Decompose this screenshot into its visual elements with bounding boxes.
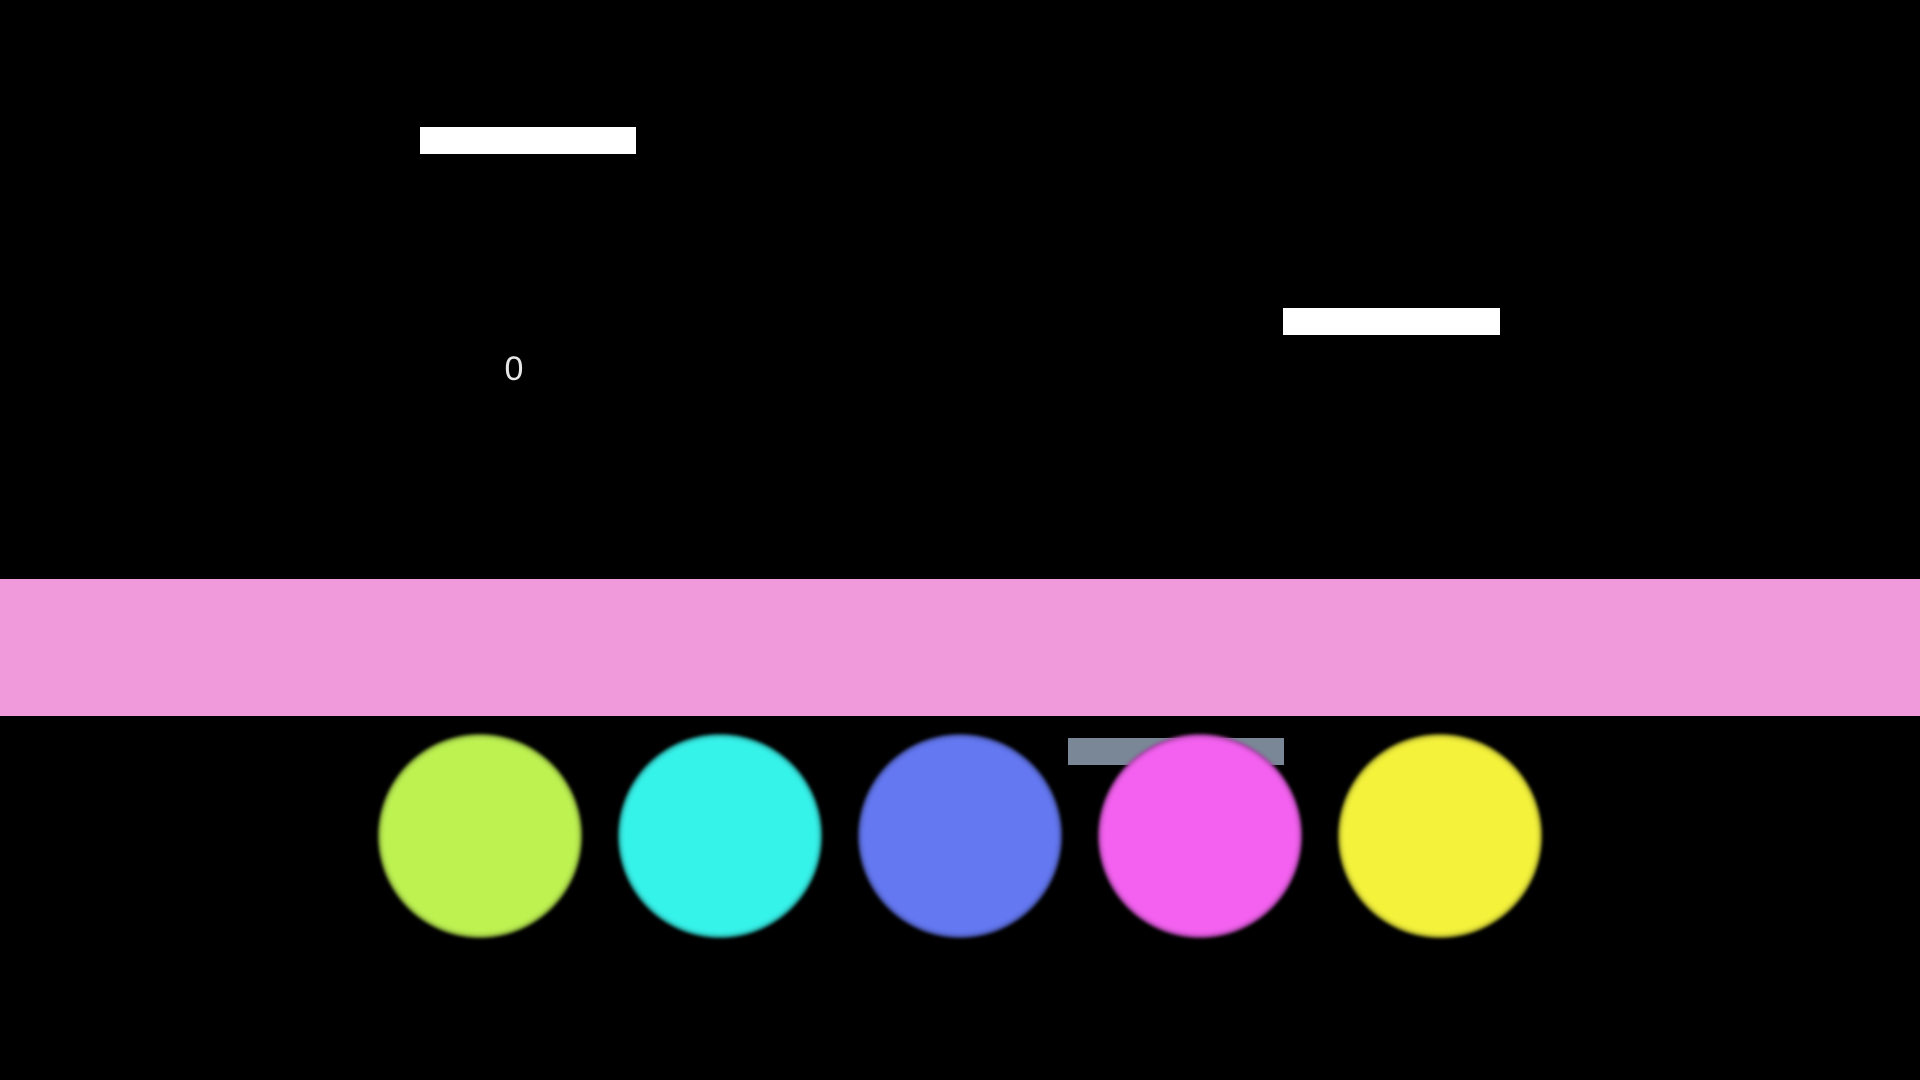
score-counter: 0 (504, 350, 524, 388)
color-button-lime[interactable] (378, 734, 582, 938)
color-button-yellow[interactable] (1338, 734, 1542, 938)
white-platform (1283, 308, 1500, 335)
color-band (0, 579, 1920, 716)
color-button-magenta[interactable] (1098, 734, 1302, 938)
color-button-blue[interactable] (858, 734, 1062, 938)
white-platform (420, 127, 636, 154)
color-button-cyan[interactable] (618, 734, 822, 938)
